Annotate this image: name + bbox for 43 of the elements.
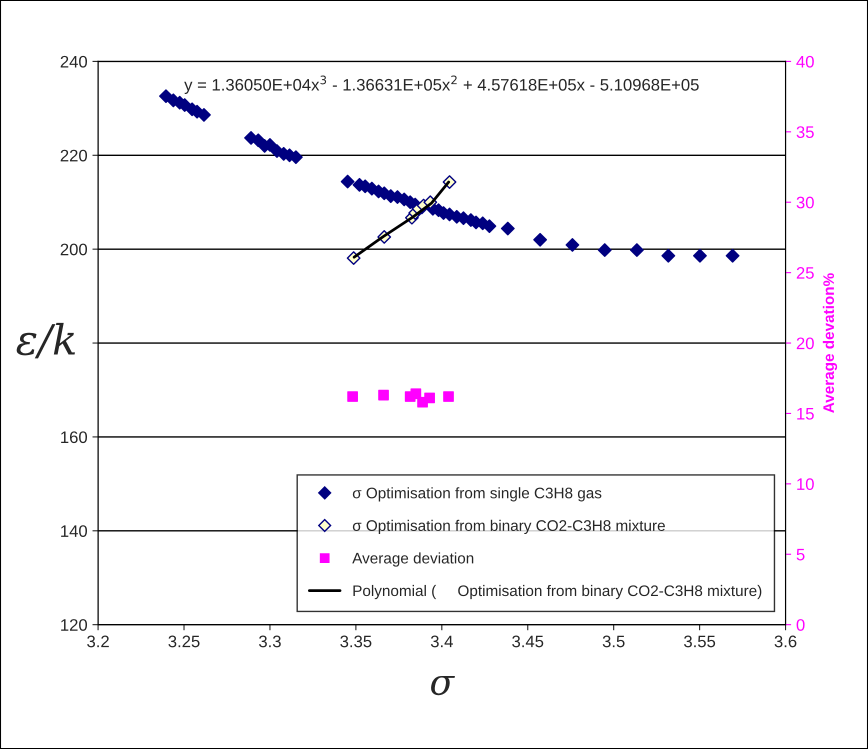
point <box>661 248 676 263</box>
y2-tick-label: 5 <box>796 548 805 560</box>
y-tick-label: 140 <box>61 525 88 537</box>
y-tick-label: 220 <box>60 150 88 162</box>
x-tick-label: 3.35 <box>340 636 372 648</box>
y-tick-label: 240 <box>60 56 88 68</box>
point <box>693 248 707 263</box>
x-tick-label: 3.4 <box>430 636 453 648</box>
x-tick-label: 3.6 <box>774 636 796 648</box>
y2-tick-label: 20 <box>796 337 814 350</box>
legend-label: Average deviation <box>352 552 474 567</box>
y-tick-label: 160 <box>61 431 88 444</box>
point <box>566 238 580 252</box>
y2-tick-label: 25 <box>796 267 814 279</box>
x-tick-label: 3.55 <box>684 636 716 648</box>
y2-tick-label: 15 <box>797 408 814 420</box>
point <box>630 243 644 258</box>
x-tick-label: 3.2 <box>87 636 109 648</box>
point <box>598 243 612 258</box>
y-axis-title: ε/k <box>16 322 75 358</box>
y2-tick-label: 10 <box>797 478 814 490</box>
y-tick-label: 120 <box>61 619 88 631</box>
x-tick-label: 3.25 <box>168 636 200 648</box>
legend-label: σ Optimisation from single C3H8 gas <box>352 487 602 502</box>
annotation: y = 1.36050E+04x$^{3}$ - 1.36631E+05x$^{2}$ + 4.57618E+05x - 5.10968E+05 <box>184 76 699 94</box>
point <box>197 108 211 122</box>
point <box>500 222 515 236</box>
x-axis-title: σ <box>431 676 455 696</box>
y2-tick-label: 30 <box>796 196 814 208</box>
x-tick-label: 3.5 <box>602 636 625 648</box>
point <box>340 174 355 188</box>
legend-label: σ Optimisation from binary CO2-C3H8 mixture <box>352 520 665 534</box>
point <box>482 219 496 234</box>
y2-axis-title: Average devation% <box>822 273 838 413</box>
y-tick-label: 200 <box>60 244 88 256</box>
x-tick-label: 3.3 <box>259 636 281 648</box>
y2-tick-label: 35 <box>796 126 814 138</box>
point <box>533 232 548 247</box>
legend-label: Polynomial ( Optimisation from binary CO2-C3H8 mixture) <box>353 584 762 600</box>
y2-tick-label: 0 <box>796 619 805 631</box>
y2-tick-label: 40 <box>796 56 814 68</box>
x-tick-label: 3.45 <box>512 636 544 648</box>
point <box>726 248 740 263</box>
